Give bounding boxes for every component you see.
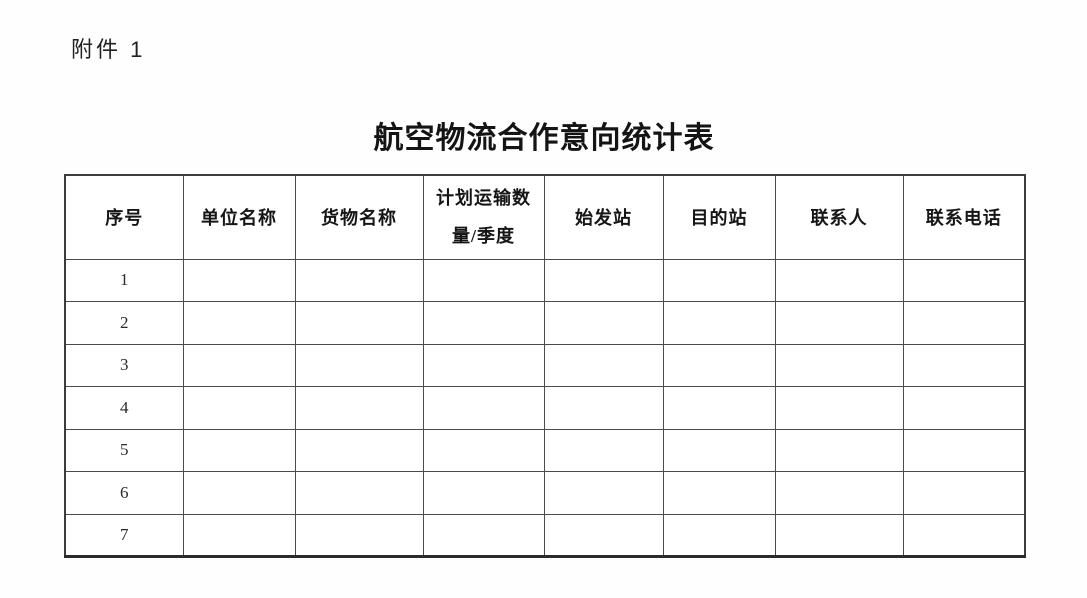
empty-cell	[182, 258, 296, 302]
empty-cell	[902, 386, 1026, 430]
column-header-planned-quantity-per-quarter: 计划运输数 量/季度	[422, 174, 545, 260]
table-row: 4	[64, 386, 1026, 430]
column-header-destination-station: 目的站	[662, 174, 776, 260]
empty-cell	[422, 513, 545, 557]
empty-cell	[774, 343, 904, 387]
empty-cell	[902, 513, 1026, 557]
empty-cell	[422, 386, 545, 430]
empty-cell	[662, 471, 776, 515]
column-header-unit-name: 单位名称	[182, 174, 296, 260]
empty-cell	[543, 343, 664, 387]
empty-cell	[422, 428, 545, 472]
column-header-serial-number: 序号	[64, 174, 184, 260]
empty-cell	[422, 258, 545, 302]
empty-cell	[182, 428, 296, 472]
empty-cell	[543, 301, 664, 345]
empty-cell	[294, 343, 424, 387]
empty-cell	[422, 343, 545, 387]
empty-cell	[662, 386, 776, 430]
column-header-origin-station: 始发站	[543, 174, 664, 260]
column-header-contact-person: 联系人	[774, 174, 904, 260]
empty-cell	[902, 301, 1026, 345]
empty-cell	[543, 471, 664, 515]
page-title: 航空物流合作意向统计表	[373, 122, 715, 155]
empty-cell	[543, 258, 664, 302]
empty-cell	[774, 428, 904, 472]
table-row: 2	[64, 301, 1026, 345]
empty-cell	[662, 513, 776, 557]
table-row: 6	[64, 471, 1026, 515]
serial-number-cell: 2	[64, 301, 184, 345]
empty-cell	[543, 513, 664, 557]
empty-cell	[294, 301, 424, 345]
empty-cell	[182, 301, 296, 345]
header-line-2: 量/季度	[451, 226, 515, 247]
empty-cell	[294, 258, 424, 302]
empty-cell	[294, 386, 424, 430]
empty-cell	[422, 471, 545, 515]
empty-cell	[294, 513, 424, 557]
empty-cell	[182, 513, 296, 557]
empty-cell	[902, 258, 1026, 302]
column-header-cargo-name: 货物名称	[294, 174, 424, 260]
empty-cell	[543, 386, 664, 430]
empty-cell	[182, 343, 296, 387]
table-header-row: 序号 单位名称 货物名称 计划运输数 量/季度 始发站 目的站 联系人 联系电话	[64, 174, 1026, 260]
empty-cell	[662, 258, 776, 302]
attachment-label: 附件 1	[71, 37, 146, 62]
empty-cell	[182, 386, 296, 430]
table-row: 5	[64, 428, 1026, 472]
empty-cell	[774, 386, 904, 430]
empty-cell	[294, 471, 424, 515]
empty-cell	[774, 258, 904, 302]
serial-number-cell: 7	[64, 513, 184, 557]
column-header-contact-phone: 联系电话	[902, 174, 1026, 260]
table-row: 1	[64, 258, 1026, 302]
empty-cell	[662, 428, 776, 472]
empty-cell	[182, 471, 296, 515]
empty-cell	[422, 301, 545, 345]
empty-cell	[902, 428, 1026, 472]
empty-cell	[774, 301, 904, 345]
table-row: 7	[64, 513, 1026, 557]
header-line-1: 计划运输数	[436, 188, 531, 209]
empty-cell	[294, 428, 424, 472]
serial-number-cell: 4	[64, 386, 184, 430]
serial-number-cell: 3	[64, 343, 184, 387]
empty-cell	[543, 428, 664, 472]
empty-cell	[774, 513, 904, 557]
empty-cell	[662, 343, 776, 387]
serial-number-cell: 1	[64, 258, 184, 302]
table-row: 3	[64, 343, 1026, 387]
empty-cell	[774, 471, 904, 515]
statistics-table: 序号 单位名称 货物名称 计划运输数 量/季度 始发站 目的站 联系人 联系电话…	[64, 174, 1026, 558]
serial-number-cell: 6	[64, 471, 184, 515]
empty-cell	[662, 301, 776, 345]
serial-number-cell: 5	[64, 428, 184, 472]
empty-cell	[902, 471, 1026, 515]
empty-cell	[902, 343, 1026, 387]
